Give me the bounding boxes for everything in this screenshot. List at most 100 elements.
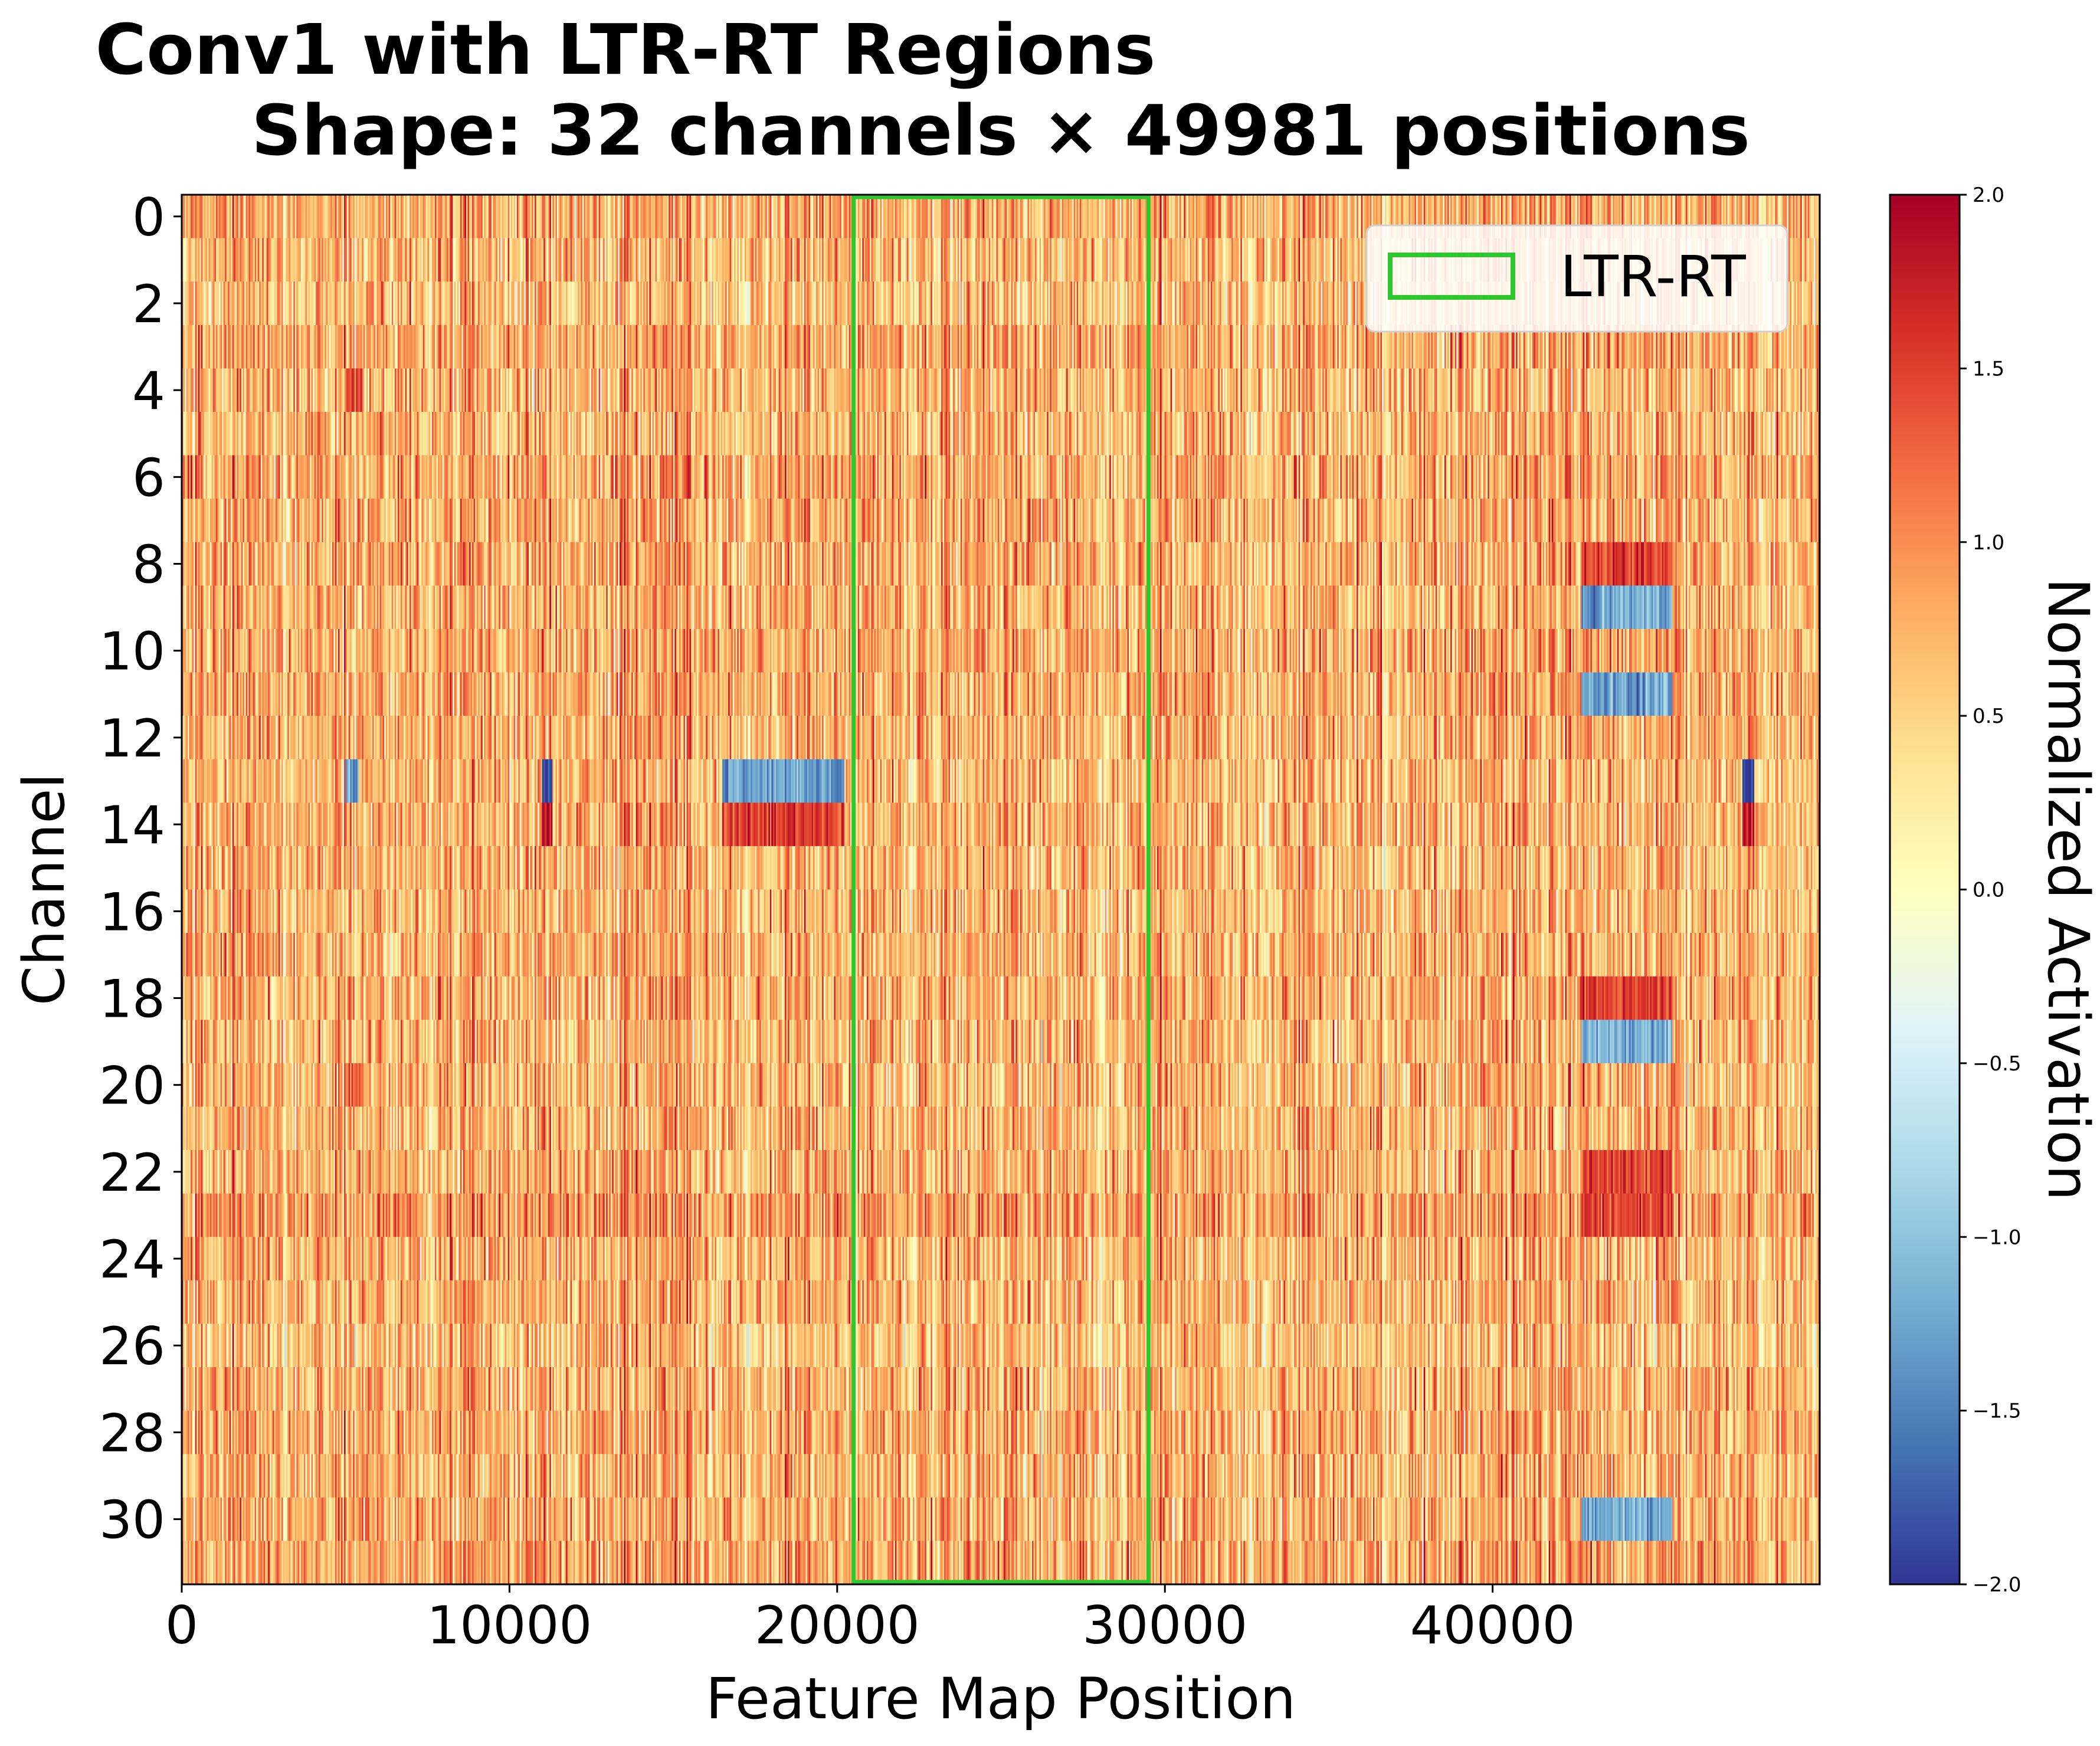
heatmap-cell: [1044, 195, 1046, 239]
heatmap-cell: [274, 195, 276, 239]
heatmap-cell: [1663, 195, 1666, 239]
heatmap-cell: [1164, 195, 1167, 239]
heatmap-cell: [280, 238, 282, 282]
heatmap-cell: [578, 195, 580, 239]
heatmap-cell: [735, 195, 738, 239]
heatmap-cell: [438, 195, 440, 239]
heatmap-cell: [954, 195, 956, 239]
heatmap-cell: [448, 195, 450, 239]
heatmap-cell: [1591, 195, 1594, 239]
heatmap-cell: [644, 195, 647, 239]
heatmap-cell: [606, 195, 608, 239]
heatmap-cell: [723, 195, 726, 239]
heatmap-cell: [415, 195, 418, 239]
heatmap-cell: [365, 195, 367, 239]
heatmap-cell: [1358, 195, 1360, 239]
heatmap-cell: [1004, 195, 1006, 239]
heatmap-cell: [1581, 195, 1584, 239]
heatmap-cell: [1816, 195, 1819, 239]
heatmap-cell: [655, 195, 657, 239]
heatmap-cell: [229, 195, 231, 239]
heatmap-cell: [1722, 195, 1725, 239]
heatmap-cell: [1105, 195, 1107, 239]
heatmap-cell: [1781, 195, 1783, 239]
heatmap-cell: [441, 195, 443, 239]
heatmap-cell: [1166, 195, 1168, 239]
heatmap-cell: [345, 195, 348, 239]
heatmap-cell: [189, 238, 191, 282]
heatmap-cell: [222, 195, 224, 239]
heatmap-cell: [1772, 195, 1774, 239]
heatmap-cell: [1106, 195, 1109, 239]
heatmap-cell: [1648, 195, 1650, 239]
heatmap-cell: [1249, 195, 1252, 239]
heatmap-cell: [1566, 195, 1569, 239]
heatmap-cell: [913, 195, 915, 239]
heatmap-cell: [1163, 195, 1165, 239]
heatmap-cell: [1688, 195, 1691, 239]
heatmap-cell: [1176, 195, 1178, 239]
heatmap-cell: [1280, 195, 1283, 239]
heatmap-cell: [1263, 195, 1265, 239]
heatmap-cell: [1212, 195, 1214, 239]
heatmap-cell: [854, 195, 857, 239]
heatmap-cell: [698, 195, 700, 239]
heatmap-cell: [464, 195, 467, 239]
heatmap-cell: [1119, 195, 1122, 239]
heatmap-cell: [549, 195, 552, 239]
heatmap-cell: [516, 195, 519, 239]
heatmap-cell: [786, 195, 788, 239]
heatmap-cell: [496, 195, 498, 239]
heatmap-cell: [431, 195, 434, 239]
heatmap-cell: [794, 195, 796, 239]
heatmap-cell: [734, 195, 736, 239]
heatmap-cell: [1432, 195, 1434, 239]
heatmap-cell: [1644, 195, 1646, 239]
heatmap-cell: [332, 195, 335, 239]
heatmap-cell: [732, 195, 735, 239]
heatmap-cell: [259, 195, 261, 239]
heatmap-cell: [865, 195, 867, 239]
heatmap-cell: [713, 195, 716, 239]
heatmap-cell: [1035, 195, 1037, 239]
heatmap-cell: [1601, 195, 1603, 239]
heatmap-cell: [673, 195, 675, 239]
heatmap-cell: [1277, 195, 1280, 239]
heatmap-cell: [499, 195, 501, 239]
heatmap-cell: [1726, 195, 1728, 239]
heatmap-cell: [281, 238, 284, 282]
heatmap-cell: [1641, 195, 1643, 239]
heatmap-cell: [835, 195, 837, 239]
heatmap-cell: [369, 195, 372, 239]
heatmap-cell: [1766, 195, 1768, 239]
heatmap-cell: [1535, 195, 1538, 239]
heatmap-cell: [1240, 195, 1243, 239]
heatmap-cell: [1514, 195, 1516, 239]
heatmap-cell: [472, 195, 474, 239]
heatmap-cell: [683, 195, 686, 239]
heatmap-cell: [1479, 195, 1481, 239]
heatmap-cell: [939, 195, 942, 239]
heatmap-cell: [519, 195, 522, 239]
heatmap-cell: [1665, 195, 1667, 239]
heatmap-cell: [819, 195, 821, 239]
heatmap-cell: [1017, 195, 1019, 239]
heatmap-cell: [208, 238, 211, 282]
heatmap-cell: [1224, 195, 1226, 239]
heatmap-cell: [525, 195, 528, 239]
heatmap-cell: [1085, 195, 1087, 239]
heatmap-cell: [860, 195, 863, 239]
heatmap-cell: [676, 195, 678, 239]
heatmap-cell: [1021, 195, 1024, 239]
heatmap-cell: [1440, 195, 1442, 239]
heatmap-cell: [1702, 195, 1704, 239]
heatmap-cell: [198, 238, 200, 282]
heatmap-cell: [1715, 195, 1718, 239]
heatmap-cell: [1329, 195, 1332, 239]
heatmap-cell: [530, 195, 532, 239]
heatmap-cell: [1670, 195, 1673, 239]
heatmap-cell: [1024, 195, 1027, 239]
heatmap-cell: [669, 195, 671, 239]
heatmap-cell: [231, 238, 233, 282]
heatmap-cell: [409, 195, 412, 239]
